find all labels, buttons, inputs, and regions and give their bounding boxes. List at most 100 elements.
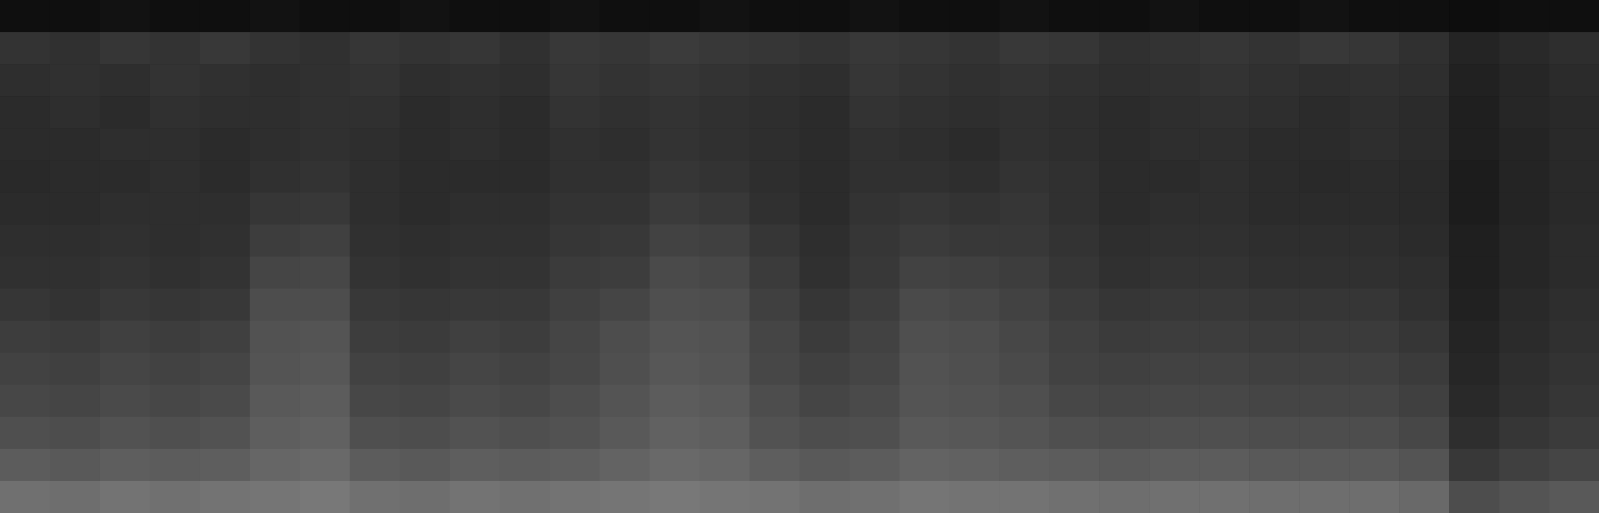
cell: [949, 64, 1000, 97]
cell: [100, 192, 151, 225]
cell: [550, 224, 601, 257]
cell: [600, 224, 651, 257]
cell: [250, 64, 301, 97]
cell: [800, 32, 851, 65]
cell: [450, 257, 501, 290]
cell: [650, 128, 701, 161]
cell: [1349, 192, 1400, 225]
cell: [1299, 481, 1350, 513]
cell: [899, 64, 950, 97]
cell: [899, 128, 950, 161]
cell: [150, 96, 201, 129]
cell: [750, 160, 801, 193]
cell: [50, 385, 101, 418]
cell: [1099, 449, 1150, 482]
cell: [1449, 224, 1500, 257]
cell: [1199, 385, 1250, 418]
cell: [0, 449, 51, 482]
cell: [1099, 160, 1150, 193]
cell: [300, 417, 351, 450]
cell: [800, 257, 851, 290]
cell: [300, 192, 351, 225]
cell: [750, 353, 801, 386]
cell: [50, 160, 101, 193]
cell: [200, 160, 251, 193]
cell: [1299, 192, 1350, 225]
cell: [1299, 417, 1350, 450]
cell: [50, 481, 101, 513]
cell: [400, 385, 451, 418]
cell: [450, 449, 501, 482]
cell: [800, 449, 851, 482]
cell: [450, 224, 501, 257]
cell: [150, 257, 201, 290]
cell: [400, 128, 451, 161]
cell: [0, 417, 51, 450]
cell: [500, 449, 551, 482]
cell: [1499, 449, 1550, 482]
cell: [1299, 128, 1350, 161]
cell: [0, 160, 51, 193]
cell: [0, 353, 51, 386]
cell: [1199, 224, 1250, 257]
cell: [1549, 353, 1599, 386]
cell: [1399, 64, 1450, 97]
cell: [1199, 160, 1250, 193]
cell: [650, 257, 701, 290]
cell: [1149, 257, 1200, 290]
cell: [1049, 160, 1100, 193]
cell: [400, 353, 451, 386]
cell: [650, 417, 701, 450]
cell: [400, 257, 451, 290]
cell: [999, 192, 1050, 225]
cell: [800, 160, 851, 193]
cell: [1099, 417, 1150, 450]
cell: [50, 224, 101, 257]
cell: [700, 449, 751, 482]
cell: [1249, 64, 1300, 97]
cell: [949, 417, 1000, 450]
cell: [1099, 481, 1150, 513]
cell: [1549, 32, 1599, 65]
cell: [100, 289, 151, 322]
cell: [650, 449, 701, 482]
cell: [50, 417, 101, 450]
cell: [250, 417, 301, 450]
cell: [350, 353, 401, 386]
cell: [650, 160, 701, 193]
cell: [450, 128, 501, 161]
cell: [1499, 224, 1550, 257]
cell: [1499, 128, 1550, 161]
cell: [0, 32, 51, 65]
cell: [849, 321, 900, 354]
cell: [1299, 0, 1350, 33]
cell: [0, 0, 51, 33]
cell: [100, 449, 151, 482]
cell: [700, 257, 751, 290]
cell: [849, 192, 900, 225]
cell: [700, 96, 751, 129]
cell: [1549, 224, 1599, 257]
cell: [1399, 385, 1450, 418]
cell: [350, 64, 401, 97]
cell: [1349, 0, 1400, 33]
cell: [200, 321, 251, 354]
cell: [400, 64, 451, 97]
cell: [150, 224, 201, 257]
cell: [1099, 96, 1150, 129]
cell: [0, 96, 51, 129]
cell: [1149, 321, 1200, 354]
cell: [400, 481, 451, 513]
cell: [250, 289, 301, 322]
cell: [899, 353, 950, 386]
cell: [1149, 192, 1200, 225]
cell: [1349, 96, 1400, 129]
cell: [1499, 385, 1550, 418]
cell: [1449, 321, 1500, 354]
cell: [849, 32, 900, 65]
cell: [949, 96, 1000, 129]
cell: [600, 160, 651, 193]
cell: [650, 224, 701, 257]
cell: [700, 353, 751, 386]
cell: [600, 417, 651, 450]
